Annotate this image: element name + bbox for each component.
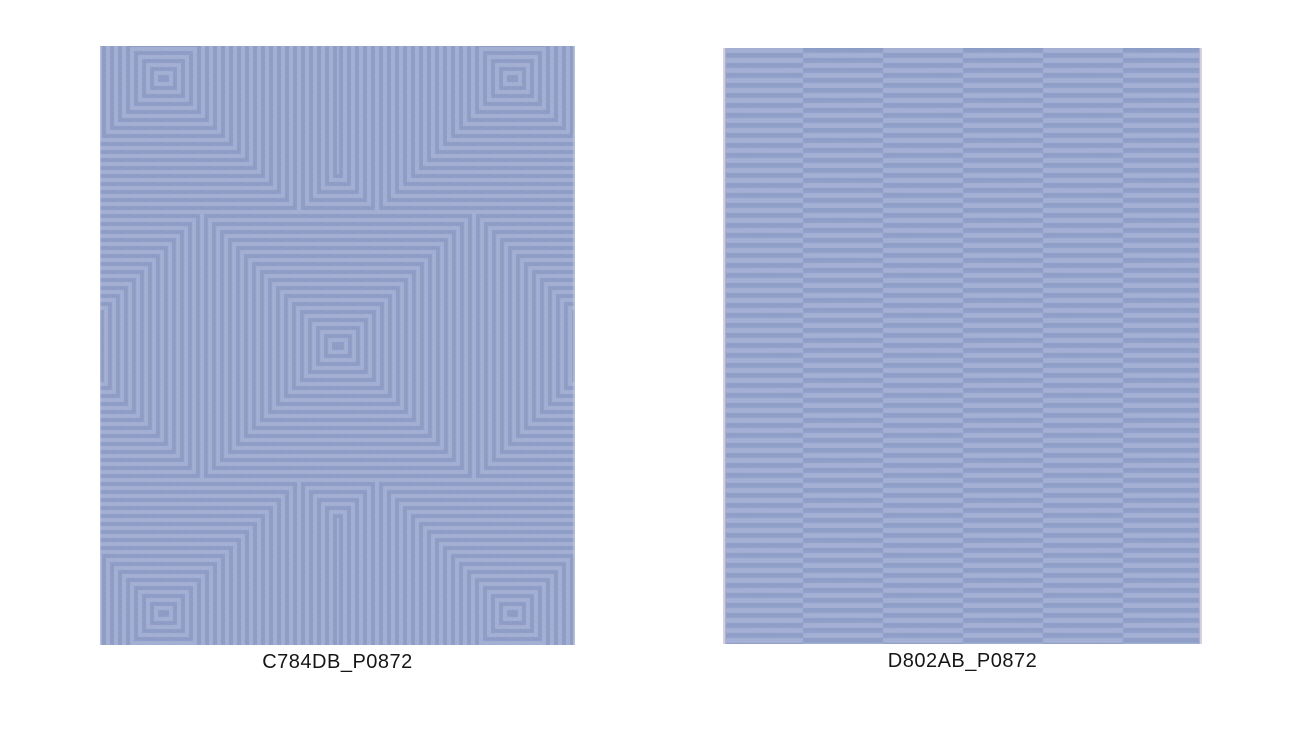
fabric-pattern-image-concentric-squares xyxy=(100,46,575,645)
swatch-label-right: D802AB_P0872 xyxy=(887,650,1038,672)
swatch-panel-left: C784DB_P0872 xyxy=(100,46,575,673)
swatch-panel-right: D802AB_P0872 xyxy=(723,48,1202,672)
fabric-pattern-image-horizontal-stripes xyxy=(723,48,1202,644)
swatch-label-left: C784DB_P0872 xyxy=(262,651,413,673)
